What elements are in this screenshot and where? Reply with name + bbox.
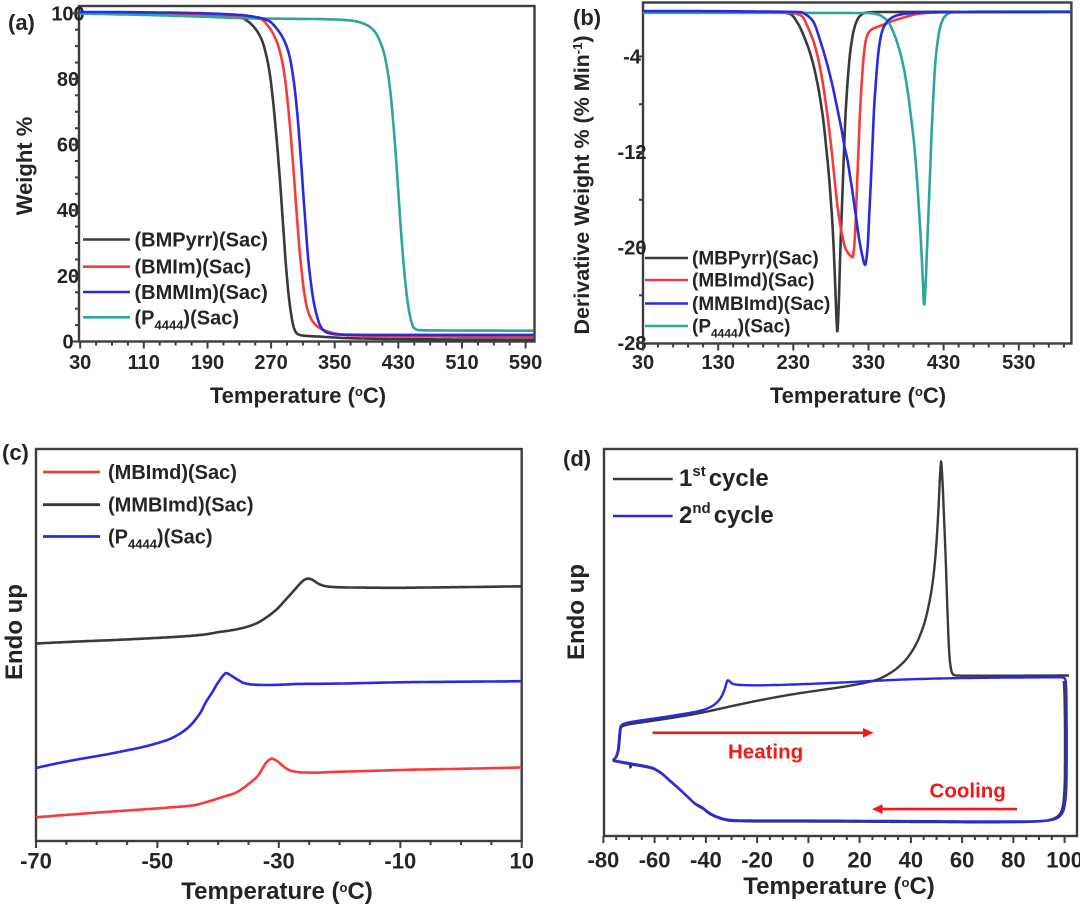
svg-text:(BMIm)(Sac): (BMIm)(Sac) xyxy=(135,257,252,279)
svg-text:40: 40 xyxy=(899,848,923,873)
svg-text:-4: -4 xyxy=(623,47,642,69)
svg-text:590: 590 xyxy=(509,352,542,374)
svg-text:(MBPyrr)(Sac): (MBPyrr)(Sac) xyxy=(692,249,819,270)
svg-text:10: 10 xyxy=(509,849,533,874)
svg-text:80: 80 xyxy=(1001,848,1025,873)
svg-text:Temperature (oC): Temperature (oC) xyxy=(770,383,946,408)
svg-text:-80: -80 xyxy=(588,848,620,873)
svg-text:(MMBImd)(Sac): (MMBImd)(Sac) xyxy=(108,495,254,517)
svg-text:(MBImd)(Sac): (MBImd)(Sac) xyxy=(692,271,814,292)
svg-text:110: 110 xyxy=(128,352,160,374)
svg-text:-20: -20 xyxy=(618,238,647,260)
svg-text:-20: -20 xyxy=(741,848,773,873)
svg-text:80: 80 xyxy=(57,69,79,91)
svg-text:(P4444)(Sac): (P4444)(Sac) xyxy=(135,307,240,332)
svg-text:30: 30 xyxy=(632,352,654,374)
svg-text:430: 430 xyxy=(382,352,415,374)
svg-text:(P4444)(Sac): (P4444)(Sac) xyxy=(108,527,213,552)
svg-text:(MMBImd)(Sac): (MMBImd)(Sac) xyxy=(692,294,830,315)
svg-text:Weight %: Weight % xyxy=(12,117,37,216)
svg-text:Endo up: Endo up xyxy=(563,564,590,660)
svg-text:190: 190 xyxy=(191,352,224,374)
svg-text:-10: -10 xyxy=(384,849,416,874)
svg-text:(MBImd)(Sac): (MBImd)(Sac) xyxy=(108,462,237,484)
svg-text:-60: -60 xyxy=(639,848,671,873)
svg-text:-28: -28 xyxy=(618,333,647,355)
svg-text:100: 100 xyxy=(51,3,84,25)
svg-text:(d): (d) xyxy=(563,446,591,471)
svg-text:(P4444)(Sac): (P4444)(Sac) xyxy=(692,317,791,341)
svg-text:350: 350 xyxy=(318,352,351,374)
svg-text:0: 0 xyxy=(802,848,814,873)
svg-text:20: 20 xyxy=(57,266,79,288)
svg-text:20: 20 xyxy=(847,848,871,873)
svg-text:-40: -40 xyxy=(690,848,722,873)
svg-text:-70: -70 xyxy=(20,849,52,874)
svg-text:Derivative Weight % (% Min-1): Derivative Weight % (% Min-1) xyxy=(570,35,594,334)
svg-text:-30: -30 xyxy=(263,849,295,874)
svg-text:40: 40 xyxy=(57,200,79,222)
svg-text:130: 130 xyxy=(702,352,735,374)
svg-text:Cooling: Cooling xyxy=(930,780,1006,803)
svg-text:30: 30 xyxy=(69,352,91,374)
svg-text:-12: -12 xyxy=(618,142,647,164)
svg-text:0: 0 xyxy=(62,332,73,354)
svg-text:510: 510 xyxy=(445,352,478,374)
svg-text:(BMMIm)(Sac): (BMMIm)(Sac) xyxy=(135,282,268,304)
svg-text:530: 530 xyxy=(1002,352,1035,374)
svg-text:60: 60 xyxy=(57,135,79,157)
svg-text:330: 330 xyxy=(852,352,885,374)
svg-text:(b): (b) xyxy=(573,5,601,30)
svg-text:Endo up: Endo up xyxy=(1,584,28,680)
svg-text:230: 230 xyxy=(777,352,810,374)
svg-text:Temperature (oC): Temperature (oC) xyxy=(210,383,386,408)
svg-text:-50: -50 xyxy=(142,849,174,874)
svg-text:Temperature (oC): Temperature (oC) xyxy=(181,878,373,905)
svg-text:Heating: Heating xyxy=(728,741,803,764)
svg-text:(BMPyrr)(Sac): (BMPyrr)(Sac) xyxy=(135,230,268,252)
svg-text:(a): (a) xyxy=(8,10,35,35)
svg-text:60: 60 xyxy=(950,848,974,873)
svg-text:(c): (c) xyxy=(2,440,29,465)
svg-text:270: 270 xyxy=(254,352,287,374)
svg-text:100: 100 xyxy=(1046,848,1080,873)
svg-text:430: 430 xyxy=(927,352,960,374)
